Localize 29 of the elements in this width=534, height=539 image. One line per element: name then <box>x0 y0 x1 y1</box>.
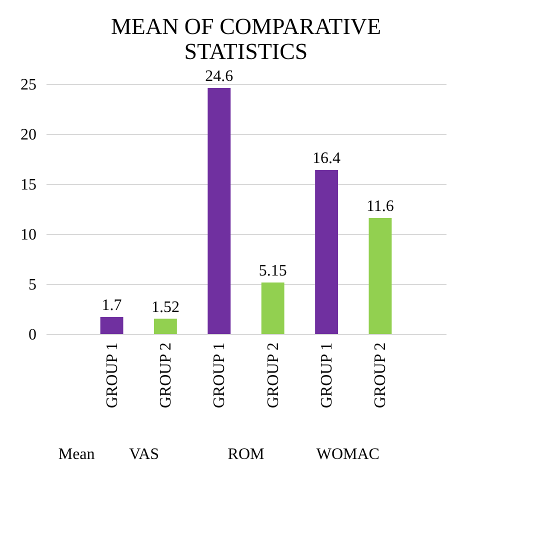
data-label: 1.52 <box>151 298 180 316</box>
y-tick-label: 25 <box>20 76 36 94</box>
bar <box>368 218 392 334</box>
data-label: 11.6 <box>366 198 394 215</box>
x-tick-label: GROUP 1 <box>104 342 121 408</box>
text: Mean <box>58 446 95 463</box>
bar <box>154 318 177 334</box>
text: WOMAC <box>316 446 380 463</box>
x-tick-label: GROUP 2 <box>157 342 174 408</box>
x-tick-label: GROUP 1 <box>318 342 336 408</box>
text: ROM <box>228 446 264 463</box>
bar <box>208 88 231 334</box>
bar <box>315 170 338 334</box>
x-tick-label: GROUP 2 <box>264 342 282 408</box>
bar <box>261 282 284 334</box>
x-tick-label: GROUP 2 <box>372 342 390 408</box>
bar <box>100 317 124 334</box>
text: VAS <box>129 446 160 463</box>
x-tick-label: GROUP 1 <box>211 342 228 408</box>
data-label: 16.4 <box>312 150 341 167</box>
data-label: 5.15 <box>258 262 287 280</box>
data-label: 1.7 <box>102 297 122 314</box>
y-tick-label: 0 <box>28 326 36 344</box>
y-tick-label: 20 <box>20 126 36 144</box>
y-tick-label: 5 <box>28 276 36 294</box>
y-tick-label: 15 <box>20 176 36 194</box>
chart-title: MEAN OF COMPARATIVE STATISTICS <box>110 14 382 64</box>
data-label: 24.6 <box>205 68 234 85</box>
y-tick-label: 10 <box>20 226 36 244</box>
